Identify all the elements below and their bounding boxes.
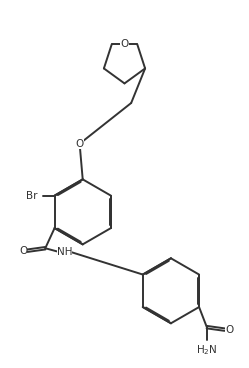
- Text: O: O: [225, 325, 233, 335]
- Text: O: O: [120, 39, 129, 49]
- Text: O: O: [75, 139, 84, 149]
- Text: Br: Br: [26, 191, 38, 201]
- Text: H$_2$N: H$_2$N: [196, 343, 218, 357]
- Text: O: O: [19, 246, 27, 256]
- Text: NH: NH: [57, 247, 72, 257]
